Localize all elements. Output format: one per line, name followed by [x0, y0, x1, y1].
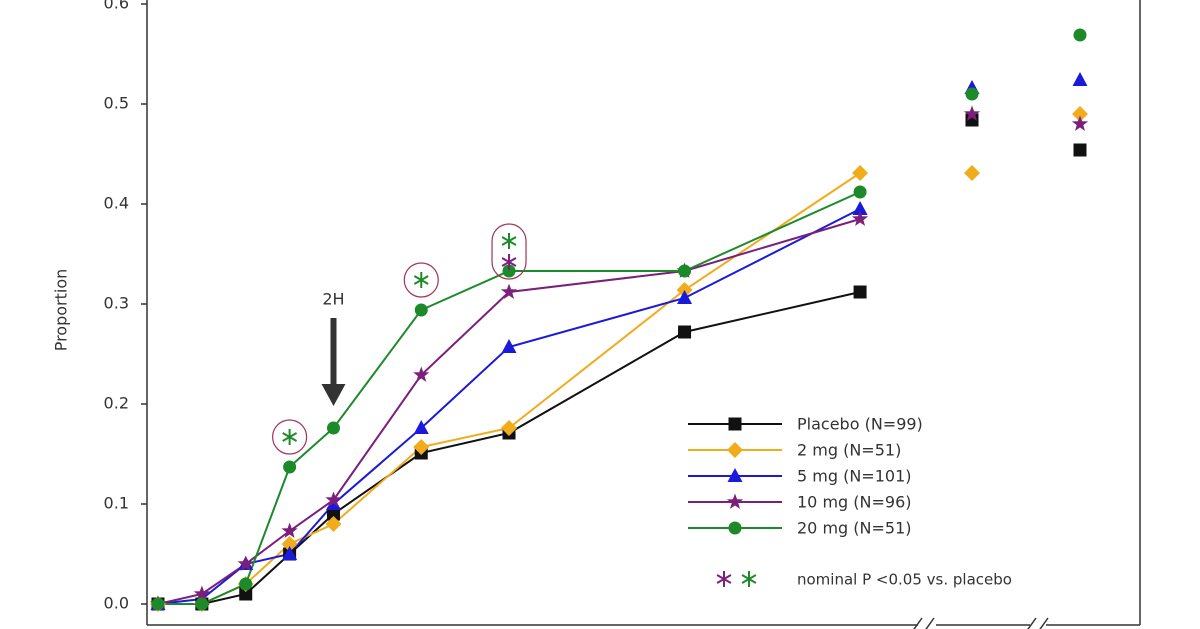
marker: [500, 283, 518, 299]
significance-asterisk: [501, 233, 517, 249]
marker: [326, 507, 340, 521]
marker: [1072, 106, 1088, 122]
series-line: [157, 291, 861, 605]
significance-outline: [272, 419, 308, 455]
y-axis-label: Proportion: [52, 269, 71, 352]
legend-marker: [727, 468, 743, 482]
marker: [413, 439, 430, 455]
marker: [965, 87, 979, 101]
legend-marker: [728, 417, 742, 431]
y-tick-label: 0.3: [104, 294, 129, 313]
marker: [239, 577, 253, 591]
significance-asterisk: [282, 429, 298, 445]
significance-outline: [403, 262, 439, 298]
marker: [281, 536, 298, 552]
significance-asterisk: [413, 272, 429, 288]
marker: [853, 185, 867, 199]
legend-label: 5 mg (N=101): [797, 467, 912, 486]
y-tick-label: 0.4: [104, 194, 129, 213]
annotation: 2H: [322, 290, 344, 309]
legend-label: nominal P <0.05 vs. placebo: [797, 571, 1012, 589]
marker: [281, 522, 298, 538]
marker: [1071, 115, 1089, 131]
marker: [501, 339, 517, 353]
y-tick-label: 0.2: [104, 394, 129, 413]
y-tick-label: 0.5: [104, 94, 129, 113]
marker: [283, 460, 297, 474]
marker: [413, 420, 429, 434]
legend-label: 10 mg (N=96): [797, 493, 912, 512]
marker: [852, 165, 869, 181]
y-tick-label: 0.1: [104, 494, 129, 513]
marker: [963, 105, 981, 121]
marker: [282, 546, 298, 560]
legend-marker: [728, 521, 742, 535]
marker: [193, 585, 210, 601]
marker: [237, 555, 254, 571]
marker: [1072, 72, 1088, 86]
marker: [852, 210, 869, 226]
annotation-arrowhead: [321, 384, 346, 406]
axis-break: [913, 617, 1049, 629]
marker: [964, 165, 980, 181]
marker: [1073, 28, 1087, 42]
marker: [677, 290, 693, 304]
marker: [678, 325, 692, 339]
marker: [326, 421, 340, 435]
marker: [151, 597, 165, 611]
significance-asterisk: [741, 571, 757, 587]
significance-asterisk: [716, 571, 732, 587]
marker: [414, 303, 428, 317]
marker: [502, 264, 516, 278]
legend-marker: [727, 442, 743, 458]
y-tick-label: 0.6: [104, 0, 129, 13]
marker: [852, 201, 868, 215]
legend-label: 20 mg (N=51): [797, 519, 912, 538]
series-line: [157, 191, 861, 605]
legend-marker: [726, 493, 744, 509]
marker: [325, 491, 342, 507]
marker: [1073, 143, 1087, 157]
marker: [678, 264, 692, 278]
y-tick-label: 0.0: [104, 594, 129, 613]
marker: [325, 516, 342, 532]
marker: [853, 285, 867, 299]
legend-label: Placebo (N=99): [797, 415, 923, 434]
marker: [239, 587, 253, 601]
marker: [195, 597, 209, 611]
marker: [413, 366, 430, 382]
significance-outline: [491, 223, 527, 280]
significance-asterisk: [501, 254, 517, 270]
legend-label: 2 mg (N=51): [797, 441, 901, 460]
marker: [501, 420, 518, 436]
